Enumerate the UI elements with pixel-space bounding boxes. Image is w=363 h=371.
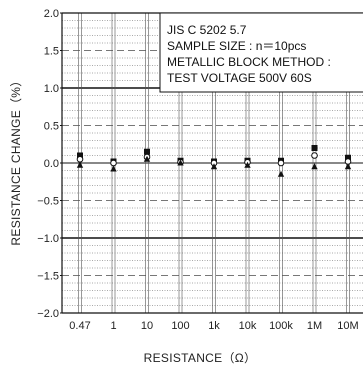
point-triangle: [143, 155, 151, 162]
point-triangle: [177, 159, 184, 166]
point-square: [144, 148, 150, 155]
x-tick-label: 10: [141, 320, 153, 332]
x-axis-tick-labels: 0.47 1 10 100 1k 10k 100k 1M 10M: [69, 320, 358, 332]
x-axis-title: RESISTANCE（Ω）: [144, 351, 257, 365]
point-triangle: [76, 161, 84, 168]
note-line-2: SAMPLE SIZE : n＝10pcs: [167, 39, 306, 53]
note-line-1: JIS C 5202 5.7: [167, 23, 247, 37]
point-square: [345, 154, 351, 161]
point-circle: [110, 159, 117, 167]
y-axis-title: RESISTANCE CHANGE（%）: [9, 74, 23, 245]
y-tick-label: −0.5: [37, 196, 59, 208]
point-triangle: [344, 163, 352, 170]
y-tick-label: 1.5: [44, 46, 59, 58]
point-square: [77, 152, 83, 159]
x-tick-label: 0.47: [69, 320, 90, 332]
point-triangle: [244, 161, 251, 168]
data-points: [76, 145, 352, 177]
x-tick-label: 1k: [208, 320, 220, 332]
y-tick-label: −2.0: [37, 308, 59, 320]
x-tick-label: 1: [110, 320, 116, 332]
point-circle: [277, 159, 285, 167]
y-tick-label: −1.0: [37, 233, 59, 245]
point-triangle: [110, 165, 117, 172]
point-triangle: [210, 163, 218, 170]
x-tick-label: 10k: [239, 320, 257, 332]
x-tick-label: 1M: [307, 320, 322, 332]
point-square: [311, 145, 318, 151]
x-tick-label: 100: [171, 320, 189, 332]
note-box: [159, 12, 363, 93]
x-tick-label: 10M: [337, 320, 358, 332]
y-tick-label: 0.5: [44, 121, 59, 133]
note-line-3: METALLIC BLOCK METHOD :: [167, 55, 331, 69]
y-tick-label: 0.0: [44, 158, 59, 170]
x-tick-label: 100k: [269, 320, 293, 332]
note-line-4: TEST VOLTAGE 500V 60S: [167, 71, 312, 85]
test-conditions-note: JIS C 5202 5.7 SAMPLE SIZE : n＝10pcs MET…: [159, 12, 363, 93]
point-circle: [76, 155, 84, 163]
y-axis-tick-labels: 2.0 1.5 1.0 0.5 0.0 −0.5 −1.0 −1.5 −2.0: [37, 8, 62, 320]
point-circle: [311, 152, 318, 159]
y-tick-label: 1.0: [44, 83, 59, 95]
y-tick-label: 2.0: [44, 8, 59, 20]
point-triangle: [311, 163, 318, 170]
point-triangle: [277, 170, 285, 177]
y-tick-label: −1.5: [37, 271, 59, 283]
